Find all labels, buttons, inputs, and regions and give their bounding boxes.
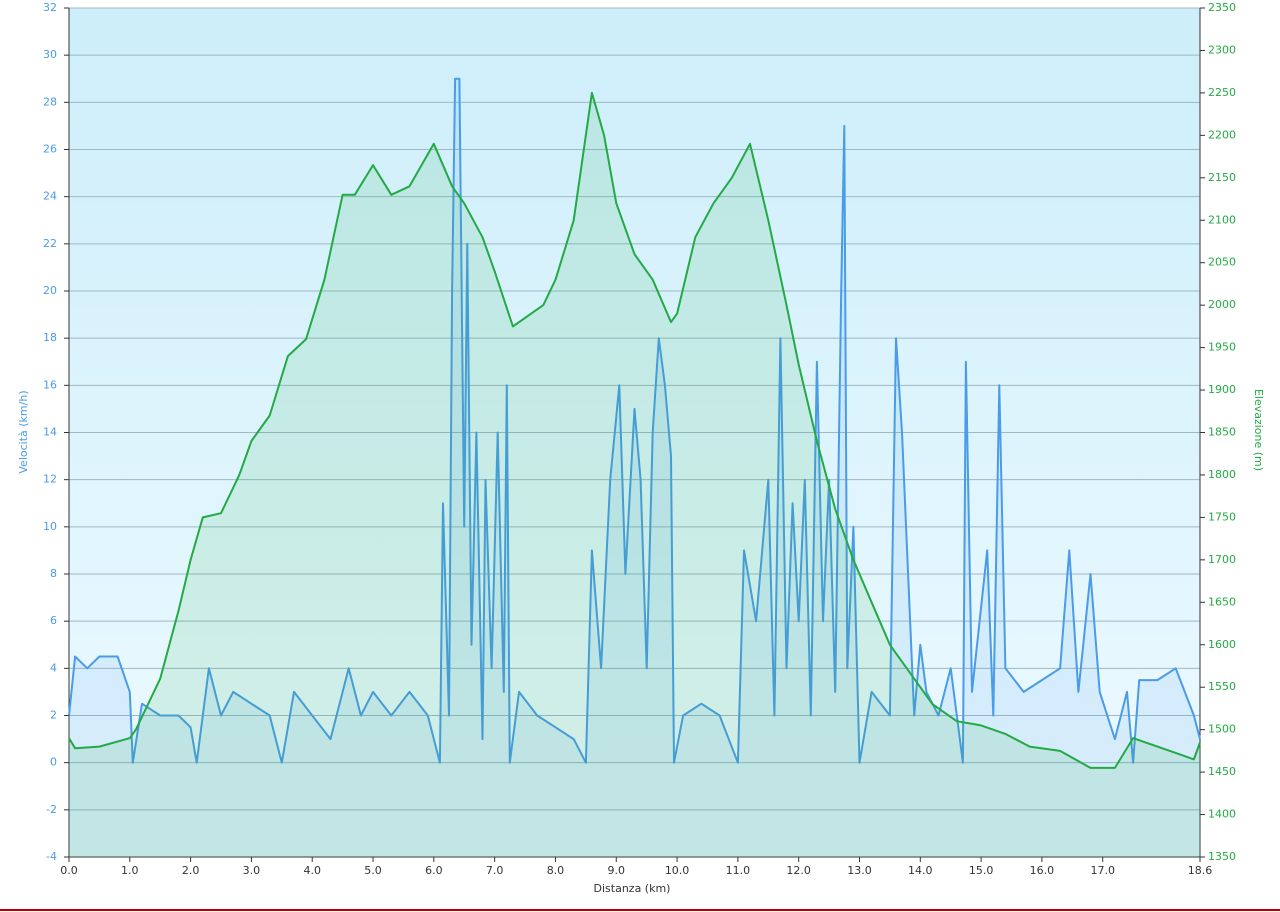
- y-axis-label: Velocità (km/h): [17, 390, 30, 473]
- y-tick-label: 28: [43, 95, 57, 108]
- y2-tick-label: 2300: [1208, 43, 1236, 56]
- area: [69, 92, 1200, 857]
- y-tick-label: 26: [43, 143, 57, 156]
- y2-tick-label: 2250: [1208, 86, 1236, 99]
- y2-tick-label: 1950: [1208, 341, 1236, 354]
- x-tick-label: 13.0: [847, 864, 872, 877]
- y2-tick-label: 2100: [1208, 213, 1236, 226]
- x-tick-label: 2.0: [182, 864, 200, 877]
- y2-tick-label: 2150: [1208, 171, 1236, 184]
- x-tick-label: 10.0: [665, 864, 690, 877]
- y2-tick-label: 1700: [1208, 553, 1236, 566]
- y2-tick-label: 1550: [1208, 680, 1236, 693]
- y-tick-label: 4: [50, 661, 57, 674]
- y-tick-label: 2: [50, 709, 57, 722]
- y-tick-label: 16: [43, 378, 57, 391]
- x-tick-label: 9.0: [608, 864, 626, 877]
- area: [69, 78, 1200, 858]
- y2-tick-label: 2050: [1208, 256, 1236, 269]
- y2-tick-label: 2000: [1208, 298, 1236, 311]
- y2-tick-label: 1400: [1208, 808, 1236, 821]
- y2-tick-label: 2350: [1208, 1, 1236, 14]
- y2-tick-label: 1900: [1208, 383, 1236, 396]
- y-tick-label: 0: [50, 756, 57, 769]
- y-tick-label: 18: [43, 331, 57, 344]
- x-tick-label: 3.0: [243, 864, 261, 877]
- y2-tick-label: 1450: [1208, 765, 1236, 778]
- y2-tick-label: 1650: [1208, 595, 1236, 608]
- y2-tick-label: 1350: [1208, 850, 1236, 863]
- y2-axis-label: Elevazione (m): [1252, 389, 1265, 471]
- y-tick-label: 6: [50, 614, 57, 627]
- y2-tick-label: 2200: [1208, 128, 1236, 141]
- y-tick-label: 24: [43, 190, 57, 203]
- y-tick-label: 10: [43, 520, 57, 533]
- y-tick-label: 20: [43, 284, 57, 297]
- x-axis-label: Distanza (km): [594, 882, 671, 895]
- x-tick-label: 15.0: [969, 864, 994, 877]
- x-tick-label: 0.0: [60, 864, 78, 877]
- x-tick-label: 1.0: [121, 864, 139, 877]
- y-tick-label: 8: [50, 567, 57, 580]
- y-tick-label: 22: [43, 237, 57, 250]
- y-tick-label: -2: [46, 803, 57, 816]
- x-tick-label: 11.0: [726, 864, 751, 877]
- x-tick-label: 12.0: [786, 864, 811, 877]
- series-line: [68, 77, 1201, 764]
- x-tick-label: 17.0: [1090, 864, 1115, 877]
- y2-tick-label: 1500: [1208, 723, 1236, 736]
- x-tick-label: 5.0: [364, 864, 382, 877]
- y2-tick-label: 1800: [1208, 468, 1236, 481]
- y2-tick-label: 1850: [1208, 426, 1236, 439]
- x-tick-label: 18.6: [1188, 864, 1213, 877]
- y2-tick-label: 1750: [1208, 510, 1236, 523]
- y-tick-label: 14: [43, 426, 57, 439]
- x-tick-label: 6.0: [425, 864, 443, 877]
- x-tick-label: 8.0: [547, 864, 565, 877]
- x-tick-label: 14.0: [908, 864, 933, 877]
- y-tick-label: 12: [43, 473, 57, 486]
- x-tick-label: 16.0: [1030, 864, 1055, 877]
- y-tick-label: 30: [43, 48, 57, 61]
- y-tick-label: -4: [46, 850, 57, 863]
- y2-tick-label: 1600: [1208, 638, 1236, 651]
- y-tick-label: 32: [43, 1, 57, 14]
- series-line: [68, 91, 1201, 769]
- x-tick-label: 4.0: [303, 864, 321, 877]
- x-tick-label: 7.0: [486, 864, 504, 877]
